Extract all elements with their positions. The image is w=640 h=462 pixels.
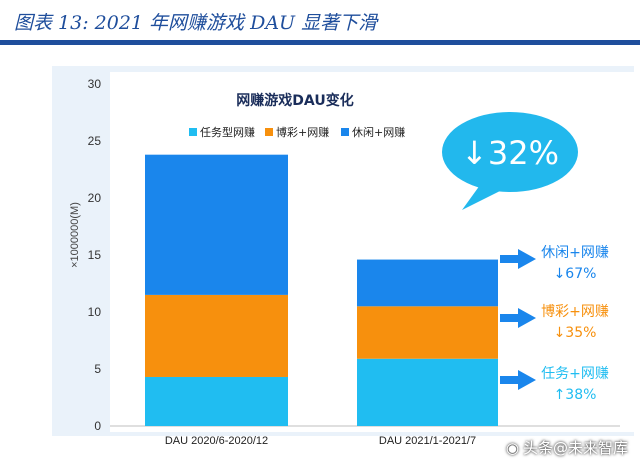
annotation-change: ↓35% [554, 325, 597, 341]
y-tick-label: 15 [88, 248, 102, 262]
bars [145, 154, 498, 426]
y-tick-label: 20 [88, 191, 102, 205]
y-tick-label: 30 [88, 77, 102, 91]
bar-segment [145, 154, 288, 295]
y-tick-label: 0 [94, 419, 101, 433]
bar-segment [145, 376, 288, 426]
bar-segment [145, 294, 288, 377]
y-tick-label: 5 [94, 362, 101, 376]
legend-swatch [265, 128, 273, 136]
y-tick-label: 25 [88, 134, 102, 148]
callout-bubble [442, 112, 578, 192]
bar-segment [357, 358, 498, 426]
axes: 0 5 10 15 20 25 30 ×1000000(M) DAU 2020/6-2020/1… [69, 77, 620, 447]
bar-segment [357, 259, 498, 307]
annotation-arrow [500, 370, 536, 390]
y-axis-label: ×1000000(M) [69, 202, 81, 268]
watermark-text: 头条@未来智库 [522, 439, 628, 457]
toutiao-logo-icon: ◉ [505, 439, 519, 457]
annotation-label: 任务+网赚 [541, 366, 609, 382]
legend-label: 休闲+网赚 [352, 125, 405, 139]
annotation-label: 博彩+网赚 [541, 303, 609, 320]
annotation-label: 休闲+网赚 [541, 245, 609, 261]
annotation-arrow [500, 249, 536, 269]
title-rule [0, 40, 640, 45]
annotation-arrow [500, 308, 536, 328]
legend-label: 博彩+网赚 [276, 125, 329, 139]
callout-text: ↓32% [461, 134, 559, 172]
annotations: 休闲+网赚 ↓67% 博彩+网赚 ↓35% 任务+网赚 ↑38% [500, 245, 609, 403]
figure-title: 图表 13: 2021 年网赚游戏 DAU 显著下滑 [14, 12, 378, 34]
legend-swatch [189, 128, 197, 136]
annotation-change: ↓67% [554, 266, 597, 282]
watermark: ◉ 头条@未来智库 [506, 437, 628, 458]
y-tick-label: 10 [88, 305, 102, 319]
legend: 任务型网赚 博彩+网赚 休闲+网赚 [189, 125, 405, 139]
callout: ↓32% [442, 112, 578, 210]
dau-stacked-bar-chart: 0 5 10 15 20 25 30 ×1000000(M) DAU 2020/6-2020/1… [52, 66, 634, 447]
chart-title: 网赚游戏DAU变化 [236, 92, 353, 109]
bar-segment [357, 306, 498, 359]
legend-swatch [341, 128, 349, 136]
legend-label: 任务型网赚 [200, 125, 255, 139]
x-tick-label: DAU 2020/6-2020/12 [165, 435, 268, 447]
x-tick-label: DAU 2021/1-2021/7 [379, 435, 476, 447]
annotation-change: ↑38% [554, 387, 597, 403]
